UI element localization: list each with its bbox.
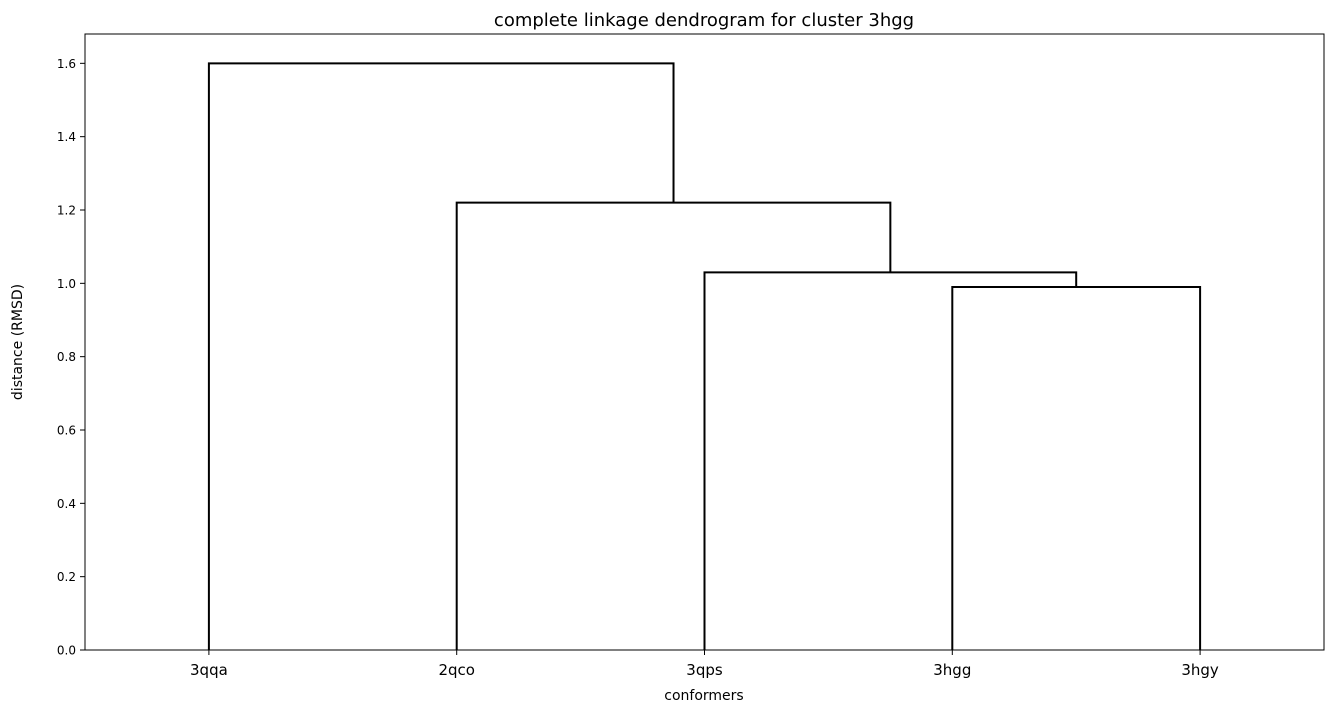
y-tick-label: 1.4 bbox=[57, 130, 76, 144]
dendrogram-link bbox=[455, 201, 892, 650]
y-tick-label: 0.2 bbox=[57, 570, 76, 584]
y-axis-label: distance (RMSD) bbox=[10, 284, 26, 400]
y-tick-label: 0.0 bbox=[57, 644, 76, 658]
y-tick-label: 1.0 bbox=[57, 277, 76, 291]
y-tick-label: 1.2 bbox=[57, 204, 76, 218]
x-axis-label: conformers bbox=[664, 688, 743, 704]
leaf-label: 2qco bbox=[438, 661, 475, 679]
y-tick-label: 1.6 bbox=[57, 57, 76, 71]
dendrogram-link bbox=[703, 271, 1078, 650]
y-axis-ticks: 0.0 0.2 0.4 0.6 0.8 1.0 1.2 1.4 1.6 bbox=[57, 57, 85, 658]
leaf-label: 3hgg bbox=[933, 661, 971, 679]
y-tick-label: 0.4 bbox=[57, 497, 76, 511]
leaf-label: 3hgy bbox=[1181, 661, 1219, 679]
dendrogram-link bbox=[207, 62, 675, 650]
dendrogram-link bbox=[951, 286, 1202, 650]
y-tick-label: 0.6 bbox=[57, 424, 76, 438]
leaf-label: 3qqa bbox=[190, 661, 228, 679]
x-axis-ticks: 3qqa 2qco 3qps 3hgg 3hgy bbox=[190, 650, 1219, 679]
chart-title: complete linkage dendrogram for cluster … bbox=[494, 10, 914, 31]
dendrogram-links bbox=[207, 62, 1202, 650]
y-tick-label: 0.8 bbox=[57, 350, 76, 364]
leaf-label: 3qps bbox=[686, 661, 723, 679]
